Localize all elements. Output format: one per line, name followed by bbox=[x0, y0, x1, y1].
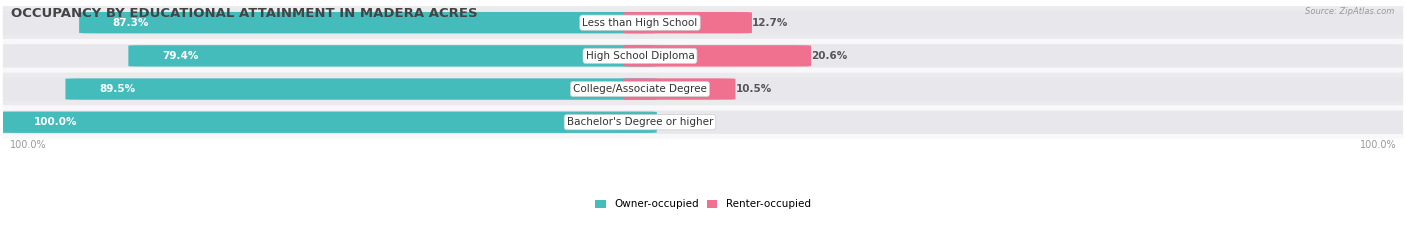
Text: 10.5%: 10.5% bbox=[735, 84, 772, 94]
Text: High School Diploma: High School Diploma bbox=[586, 51, 695, 61]
Text: Source: ZipAtlas.com: Source: ZipAtlas.com bbox=[1305, 7, 1395, 16]
FancyBboxPatch shape bbox=[623, 110, 1406, 134]
FancyBboxPatch shape bbox=[3, 106, 1403, 139]
Text: College/Associate Degree: College/Associate Degree bbox=[574, 84, 707, 94]
FancyBboxPatch shape bbox=[66, 78, 657, 100]
Text: 89.5%: 89.5% bbox=[98, 84, 135, 94]
Text: 12.7%: 12.7% bbox=[752, 18, 789, 28]
Legend: Owner-occupied, Renter-occupied: Owner-occupied, Renter-occupied bbox=[595, 199, 811, 209]
FancyBboxPatch shape bbox=[0, 11, 657, 34]
Text: Less than High School: Less than High School bbox=[582, 18, 697, 28]
Text: 20.6%: 20.6% bbox=[811, 51, 848, 61]
FancyBboxPatch shape bbox=[0, 44, 657, 68]
FancyBboxPatch shape bbox=[623, 12, 752, 33]
Text: 100.0%: 100.0% bbox=[10, 140, 46, 151]
Text: 100.0%: 100.0% bbox=[34, 117, 77, 127]
FancyBboxPatch shape bbox=[79, 12, 657, 33]
Text: OCCUPANCY BY EDUCATIONAL ATTAINMENT IN MADERA ACRES: OCCUPANCY BY EDUCATIONAL ATTAINMENT IN M… bbox=[11, 7, 478, 20]
Text: Bachelor's Degree or higher: Bachelor's Degree or higher bbox=[567, 117, 713, 127]
Text: 87.3%: 87.3% bbox=[112, 18, 149, 28]
FancyBboxPatch shape bbox=[0, 110, 657, 134]
FancyBboxPatch shape bbox=[0, 112, 657, 133]
FancyBboxPatch shape bbox=[623, 45, 811, 67]
FancyBboxPatch shape bbox=[623, 77, 1406, 101]
Text: 79.4%: 79.4% bbox=[162, 51, 198, 61]
Text: 100.0%: 100.0% bbox=[1360, 140, 1396, 151]
FancyBboxPatch shape bbox=[128, 45, 657, 67]
FancyBboxPatch shape bbox=[0, 77, 657, 101]
Text: 0.0%: 0.0% bbox=[651, 117, 681, 127]
FancyBboxPatch shape bbox=[623, 11, 1406, 34]
FancyBboxPatch shape bbox=[3, 6, 1403, 39]
FancyBboxPatch shape bbox=[3, 39, 1403, 72]
FancyBboxPatch shape bbox=[3, 72, 1403, 106]
FancyBboxPatch shape bbox=[623, 44, 1406, 68]
FancyBboxPatch shape bbox=[623, 78, 735, 100]
